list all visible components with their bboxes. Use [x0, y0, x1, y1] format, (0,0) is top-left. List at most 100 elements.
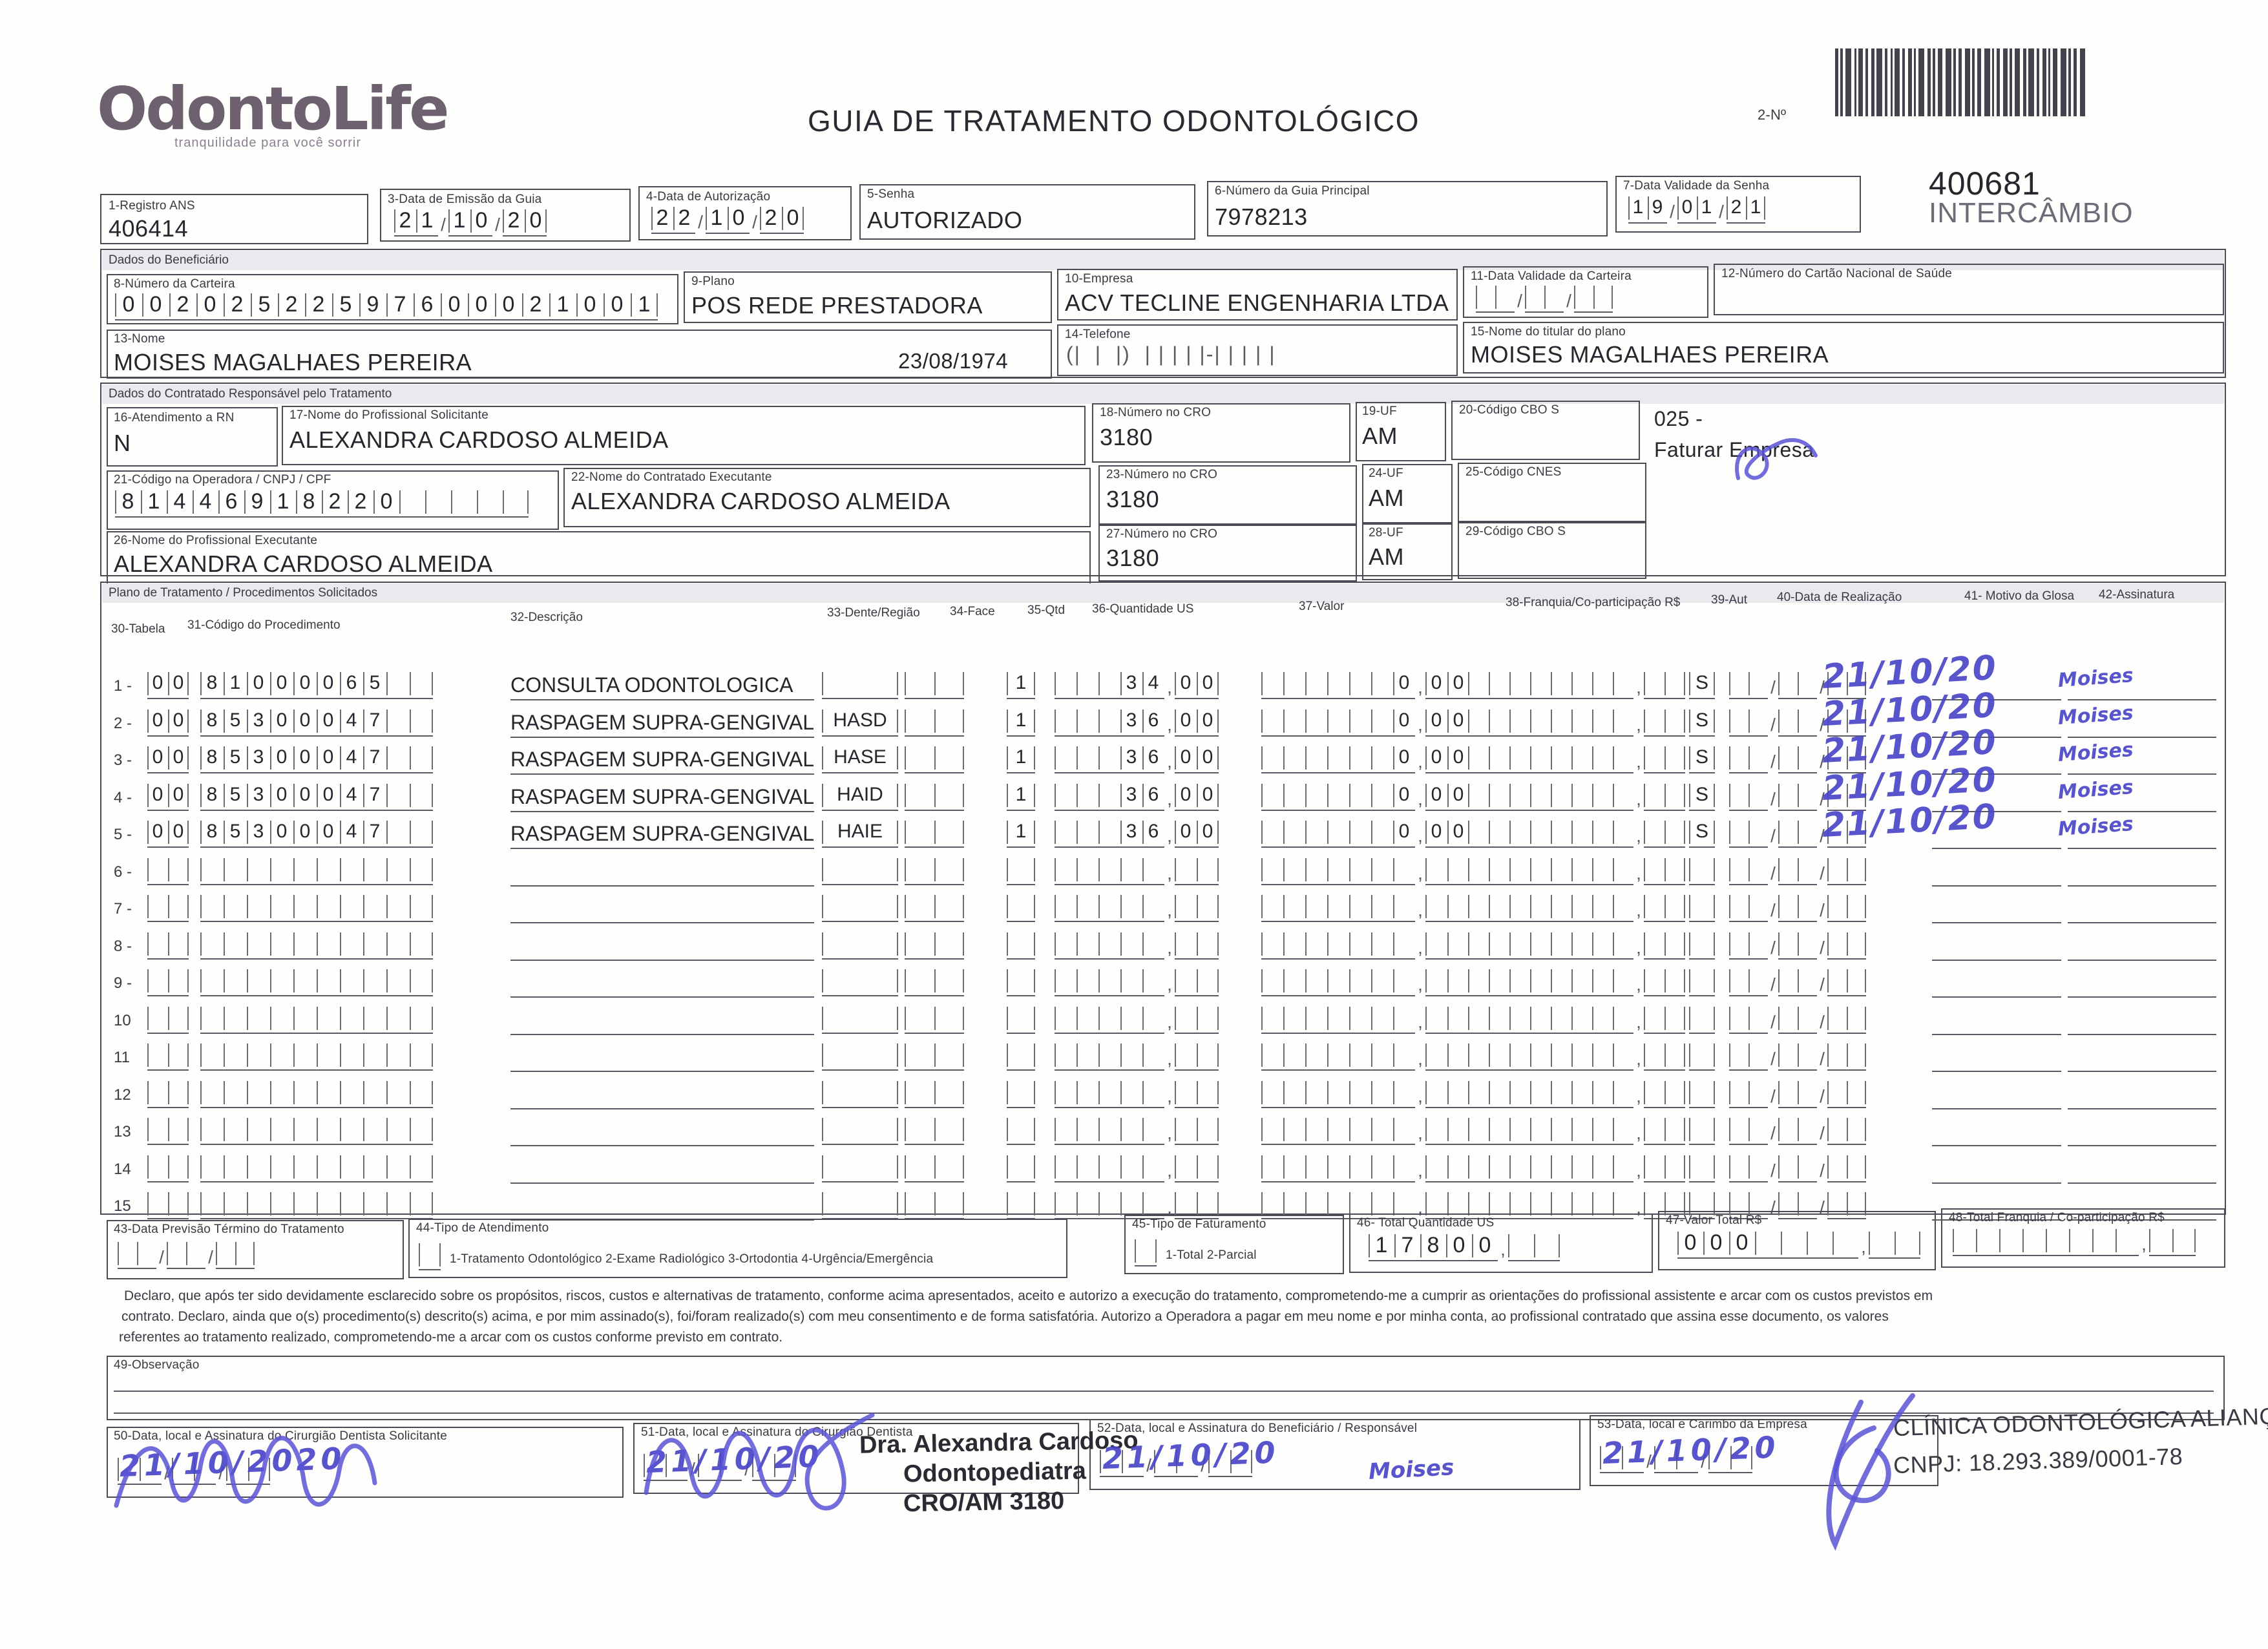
- field-cbo-executante-label: 29-Código CBO S: [1465, 525, 1566, 538]
- treatment-row-number: 5 -: [114, 826, 132, 843]
- field-numero-guia-principal-label: 6-Número da Guia Principal: [1215, 184, 1370, 198]
- treatment-row-data-realizacao: / /: [1729, 818, 1866, 848]
- treatment-row-number: 9 -: [114, 974, 132, 992]
- field-telefone-label: 14-Telefone: [1065, 328, 1131, 341]
- treatment-row-tabela: [147, 1153, 189, 1182]
- treatment-row-descricao-rule: [510, 1219, 814, 1221]
- dentist-stamp-specialty: Odontopediatra: [903, 1457, 1087, 1488]
- treatment-row-dente-regiao: HASE: [822, 744, 898, 773]
- field-codigo-operadora-label: 21-Código na Operadora / CNPJ / CPF: [114, 473, 331, 487]
- col-header-quantidade-us: 36-Quantidade US: [1092, 602, 1194, 616]
- treatment-row-quantidade-us: ,: [1055, 1190, 1219, 1219]
- treatment-row-franquia: ,: [1468, 1078, 1685, 1108]
- treatment-row-descricao: RASPAGEM SUPRA-GENGIVAL: [510, 710, 815, 734]
- field-nome-beneficiario: [107, 330, 1052, 379]
- handwritten-signature-beneficiario: Moises: [1367, 1455, 1455, 1485]
- treatment-row-number: 3 -: [114, 751, 132, 769]
- field-uf-profissional-executante: [1362, 523, 1453, 580]
- treatment-row-face: [905, 1115, 964, 1145]
- treatment-row-face: [905, 781, 964, 811]
- treatment-row-qtd: [1007, 930, 1035, 960]
- field-cbo-solicitante: [1451, 401, 1640, 460]
- treatment-row-valor: ,: [1261, 1078, 1469, 1108]
- treatment-row-aut: [1689, 1190, 1715, 1219]
- treatment-row-franquia: ,: [1468, 818, 1685, 848]
- col-header-motivo-glosa: 41- Motivo da Glosa: [1964, 589, 2075, 603]
- field-valor-total-label: 47-Valor Total R$: [1666, 1213, 1762, 1227]
- treatment-row-aut: [1689, 892, 1715, 922]
- treatment-row-aut: S: [1689, 707, 1715, 737]
- treatment-row-aut: [1689, 1115, 1715, 1145]
- treatment-row-face: [905, 930, 964, 960]
- col-header-face: 34-Face: [950, 605, 995, 618]
- field-empresa-value: ACV TECLINE ENGENHARIA LTDA: [1065, 289, 1449, 316]
- treatment-row-number: 7 -: [114, 900, 132, 918]
- treatment-row-tabela: [147, 930, 189, 960]
- treatment-row-dente-regiao: [822, 1041, 898, 1071]
- field-cro-solicitante: [1092, 403, 1350, 463]
- treatment-row-quantidade-us: ,: [1055, 892, 1219, 922]
- treatment-row-descricao-rule: [510, 1182, 814, 1184]
- treatment-row-valor: ,: [1261, 1004, 1469, 1034]
- field-tipo-faturamento-label: 45-Tipo de Faturamento: [1132, 1217, 1266, 1231]
- field-profissional-executante-value: ALEXANDRA CARDOSO ALMEIDA: [114, 551, 493, 577]
- treatment-row-motivo-glosa-rule: [1932, 699, 2061, 700]
- treatment-row-motivo-glosa-rule: [1932, 885, 2061, 887]
- field-validade-carteira: [1463, 266, 1708, 318]
- field-validade-carteira-label: 11-Data Validade da Carteira: [1471, 269, 1632, 283]
- treatment-row-qtd: [1007, 856, 1035, 885]
- field-validade-senha-value: 1 9/0 1/2 1: [1628, 194, 1765, 224]
- treatment-row-assinatura-rule: [2068, 1219, 2216, 1221]
- field-registro-ans-value: 406414: [109, 215, 189, 242]
- treatment-row-aut: S: [1689, 744, 1715, 773]
- treatment-row-dente-regiao: [822, 1078, 898, 1108]
- field-cartao-nacional-saude: [1714, 264, 2224, 315]
- observacao-writing-line-2: [114, 1413, 2214, 1414]
- treatment-row-dente-regiao: [822, 1153, 898, 1182]
- declaration-line-2: contrato. Declaro, ainda que o(s) proced…: [121, 1309, 1889, 1324]
- field-assinatura-beneficiario-date: / /: [1100, 1447, 1252, 1477]
- treatment-row-face: [905, 1190, 964, 1219]
- treatment-row-descricao: RASPAGEM SUPRA-GENGIVAL: [510, 748, 815, 771]
- treatment-row-assinatura-rule: [2068, 1071, 2216, 1072]
- treatment-row-motivo-glosa-rule: [1932, 1033, 2061, 1035]
- treatment-row-codigo: [200, 1190, 433, 1219]
- field-cro-profissional-executante-value: 3180: [1106, 545, 1160, 571]
- treatment-row-data-realizacao: / /: [1729, 967, 1866, 996]
- treatment-row-qtd: [1007, 1115, 1035, 1145]
- treatment-row-franquia: ,: [1468, 1153, 1685, 1182]
- treatment-row-valor: ,: [1261, 1115, 1469, 1145]
- field-data-emissao-value: 2 1/1 0/2 0: [394, 207, 547, 236]
- treatment-row-qtd: [1007, 1190, 1035, 1219]
- treatment-row-qtd: [1007, 1078, 1035, 1108]
- treatment-row-aut: S: [1689, 818, 1715, 848]
- treatment-row-dente-regiao: [822, 930, 898, 960]
- treatment-row-quantidade-us: ,: [1055, 967, 1219, 996]
- treatment-row-number: 1 -: [114, 677, 132, 695]
- treatment-row-descricao: CONSULTA ODONTOLOGICA: [510, 673, 793, 697]
- treatment-row-qtd: [1007, 1041, 1035, 1071]
- field-carimbo-empresa-label: 53-Data, local e Carimbo da Empresa: [1597, 1418, 1807, 1431]
- treatment-row-descricao-rule: [510, 922, 814, 923]
- field-codigo-cnes: [1458, 463, 1646, 522]
- treatment-row-tabela: [147, 892, 189, 922]
- treatment-row-descricao-rule: [510, 848, 814, 849]
- field-codigo-operadora: [107, 470, 559, 530]
- col-header-assinatura: 42-Assinatura: [2099, 588, 2175, 602]
- treatment-row-number: 10: [114, 1011, 131, 1029]
- treatment-section: [100, 582, 2226, 1215]
- dentist-stamp-name: Dra. Alexandra Cardoso: [859, 1427, 1139, 1459]
- field-profissional-executante-label: 26-Nome do Profissional Executante: [114, 534, 318, 547]
- treatment-row-assinatura-rule: [2068, 773, 2216, 775]
- treatment-row-motivo-glosa-rule: [1932, 848, 2061, 849]
- handwritten-assinatura: Moises: [2057, 701, 2134, 730]
- barcode-icon: [1835, 48, 2145, 116]
- handwritten-date-empresa: 21/10/20: [1602, 1429, 1780, 1471]
- treatment-row-descricao-rule: [510, 773, 814, 775]
